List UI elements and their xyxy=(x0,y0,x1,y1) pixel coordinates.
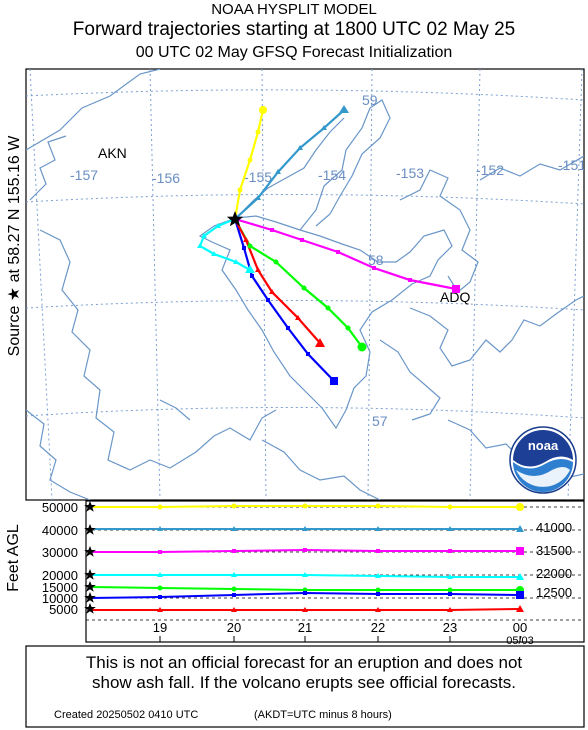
time-tick-label: 21 xyxy=(298,620,312,635)
map-panel: AKN ADQ -157 -156 -155 -154 -153 -152 -1… xyxy=(25,68,586,501)
lon-label: -154 xyxy=(318,167,346,183)
height-tick-label: 50000 xyxy=(42,500,78,515)
height-right-label: 12500 xyxy=(536,585,572,600)
lon-label: -151 xyxy=(558,157,586,173)
coastline xyxy=(26,69,584,500)
height-tick-label: 5000 xyxy=(49,602,78,617)
height-start-stars xyxy=(84,501,96,614)
place-label-akn: AKN xyxy=(98,145,127,161)
height-tick-label: 40000 xyxy=(42,523,78,538)
noaa-logo: noaa xyxy=(509,426,577,494)
lat-label: 59 xyxy=(362,92,378,108)
model-title: NOAA HYSPLIT MODEL xyxy=(211,1,377,18)
height-tick-label: 20000 xyxy=(42,568,78,583)
source-star-icon xyxy=(226,211,244,227)
height-tick-label: 10000 xyxy=(42,591,78,606)
noaa-logo-text: noaa xyxy=(528,438,559,453)
place-label-adq: ADQ xyxy=(440,289,470,305)
lat-label: 57 xyxy=(372,413,388,429)
created-timestamp: Created 20250502 0410 UTC xyxy=(54,709,199,721)
time-tick-label: 19 xyxy=(153,620,167,635)
time-tick-label: 23 xyxy=(443,620,457,635)
lon-label: -152 xyxy=(476,162,504,178)
time-tick-label: 00 xyxy=(513,620,527,635)
disclaimer-frame xyxy=(25,645,585,728)
lon-label: -156 xyxy=(152,170,180,186)
timezone-note: (AKDT=UTC minus 8 hours) xyxy=(254,709,392,721)
trajectory-steelblue xyxy=(234,109,345,220)
height-panel: 50000 40000 30000 20000 15000 10000 5000 xyxy=(42,500,585,643)
trajectory-title: Forward trajectories starting at 1800 UT… xyxy=(72,19,516,40)
disclaimer-line-1: This is not an official forecast for an … xyxy=(85,653,523,672)
disclaimer-line-2: show ash fall. If the volcano erupts see… xyxy=(92,673,516,692)
height-markers xyxy=(157,503,524,612)
map-frame xyxy=(25,68,585,501)
date-label: 05/03 xyxy=(506,635,534,647)
lon-label: -157 xyxy=(70,167,98,183)
time-tick-label: 20 xyxy=(227,620,241,635)
trajectory-markers xyxy=(197,105,460,385)
lon-label: -155 xyxy=(244,169,272,185)
height-tick-label: 30000 xyxy=(42,545,78,560)
height-right-label: 41000 xyxy=(536,520,572,535)
height-tick-label: 15000 xyxy=(42,580,78,595)
lon-label: -153 xyxy=(396,165,424,181)
height-right-label: 31500 xyxy=(536,543,572,558)
trajectory-red xyxy=(234,218,321,344)
time-tick-label: 22 xyxy=(371,620,385,635)
height-right-label: 22000 xyxy=(536,566,572,581)
forecast-init-title: 00 UTC 02 May GFSQ Forecast Initializati… xyxy=(135,44,453,61)
map-grid xyxy=(26,69,584,500)
lat-label: 58 xyxy=(368,252,384,268)
